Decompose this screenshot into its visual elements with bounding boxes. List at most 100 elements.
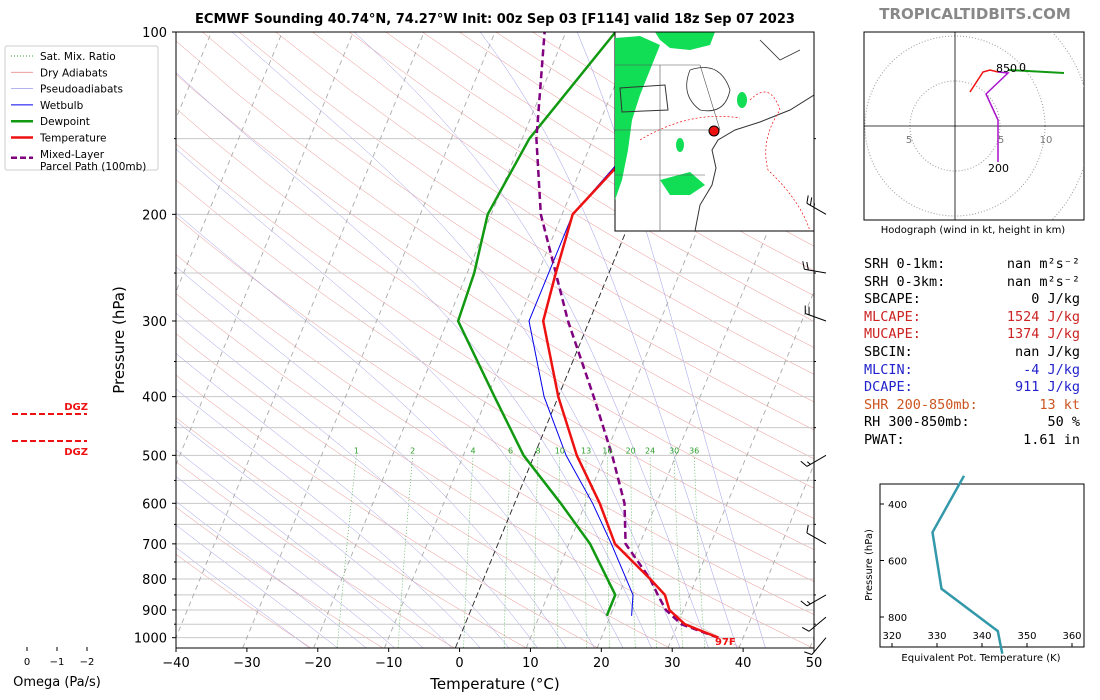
mixing-ratio-line [606, 455, 611, 648]
index-row: MLCIN: -4 J/kg [864, 362, 1094, 380]
mixing-ratio-label: 10 [555, 446, 565, 455]
index-label: SBCIN: [864, 343, 913, 360]
precip-area-west [615, 36, 660, 200]
mixing-ratio-label: 20 [626, 446, 636, 455]
index-value: 0 J/kg [1031, 291, 1080, 308]
theta-e-xtick: 320 [882, 631, 901, 642]
legend-label: Temperature [39, 133, 107, 145]
isotherm [667, 290, 814, 648]
dry-adiabat [176, 108, 814, 519]
legend-item: Wetbulb [11, 100, 84, 112]
index-row: MUCAPE: 1374 J/kg [864, 326, 1094, 344]
legend-label: Dry Adiabats [40, 67, 108, 79]
legend-label: Dewpoint [40, 116, 90, 128]
dry-adiabat [176, 417, 527, 648]
wind-barb [802, 261, 827, 274]
pseudoadiabat [176, 353, 510, 648]
index-value: 1374 J/kg [1006, 326, 1080, 343]
y-tick-label: 500 [142, 449, 167, 464]
index-label: DCAPE: [864, 379, 913, 396]
dry-adiabat [385, 32, 814, 297]
pseudoadiabat [176, 476, 396, 648]
mixing-ratio-line [336, 455, 357, 648]
dry-adiabat [176, 553, 312, 648]
wind-barb [806, 195, 827, 215]
mixing-ratio-label: 2 [410, 446, 415, 455]
pseudoadiabat [176, 72, 652, 648]
omega-tick: −1 [50, 657, 65, 668]
x-tick-label: 0 [455, 656, 463, 671]
mixing-ratio-label: 30 [669, 446, 679, 455]
state-border [615, 64, 721, 231]
mixing-ratio-label: 16 [602, 446, 612, 455]
chart-title: ECMWF Sounding 40.74°N, 74.27°W Init: 00… [195, 12, 795, 27]
legend-item: Temperature [11, 133, 107, 145]
dry-adiabat [275, 32, 814, 375]
precip-cell [676, 138, 684, 152]
pseudoadiabat [176, 212, 595, 648]
site-watermark: TROPICALTIDBITS.COM [879, 5, 1071, 23]
wind-barb [804, 305, 827, 322]
index-value: nan m²s⁻² [1006, 273, 1080, 290]
y-tick-label: 900 [142, 604, 167, 619]
wind-barb [800, 454, 827, 467]
index-row: SHR 200-850mb: 13 kt [864, 397, 1094, 415]
isotherm [242, 32, 496, 648]
x-tick-label: 30 [664, 656, 681, 671]
dry-adiabat [176, 216, 814, 615]
series-line-mixed-layer [535, 32, 719, 639]
location-marker [708, 125, 720, 137]
wind-barb [801, 616, 827, 632]
dgz-label-upper: DGZ [64, 402, 88, 413]
theta-e-xtick: 350 [1017, 631, 1036, 642]
mixing-ratio-label: 13 [581, 446, 591, 455]
y-tick-label: 200 [142, 208, 167, 223]
index-label: PWAT: [864, 431, 905, 448]
series-line-dewpoint [456, 32, 617, 617]
legend: Sat. Mix. Ratio Dry Adiabats Pseudoadiabat… [4, 45, 159, 173]
precip-area-north [655, 32, 715, 50]
theta-e-profile [931, 475, 1004, 654]
omega-tick: −2 [80, 657, 95, 668]
precip-area-south [660, 172, 705, 195]
pseudoadiabat [354, 32, 709, 648]
legend-label: Parcel Path (100mb) [40, 161, 146, 173]
isotherm [525, 32, 779, 648]
mixing-ratio-line [630, 455, 636, 648]
pseudoadiabat [176, 148, 624, 648]
wind-barb [804, 637, 827, 655]
y-tick-label: 300 [142, 315, 167, 330]
isotherm [384, 32, 638, 648]
index-label: SRH 0-1km: [864, 256, 946, 272]
x-tick-label: −40 [162, 656, 189, 671]
mixing-ratio-line [533, 455, 539, 648]
pseudoadiabat [231, 32, 681, 648]
theta-e-xtick: 360 [1062, 631, 1081, 642]
index-label: SBCAPE: [864, 291, 921, 308]
isotherm [596, 117, 814, 648]
hodo-trace-upper [1007, 69, 1065, 74]
index-label: MLCAPE: [864, 308, 921, 325]
y-tick-label: 100 [142, 26, 167, 41]
mixing-ratio-label: 36 [689, 446, 699, 455]
wind-barb [806, 524, 827, 545]
pseudoadiabat [176, 388, 481, 648]
hodo-caption: Hodograph (wind in kt, height in km) [881, 225, 1066, 236]
theta-e-panel: 320 330 340 350 360 400 600 800 Equivalent Pot.… [864, 475, 1085, 664]
index-row: SBCAPE: 0 J/kg [864, 291, 1094, 309]
index-label: SRH 0-3km: [864, 273, 946, 290]
legend-item: Dry Adiabats [11, 67, 108, 79]
pseudoadiabat [479, 32, 738, 648]
precip-cell [737, 92, 747, 108]
hodograph: 5 5 10 850 0 200 Hodograph (wind in kt, … [863, 31, 1085, 236]
dry-adiabat [176, 254, 814, 648]
mixing-ratio-line [585, 455, 587, 648]
mixing-ratio-label: 4 [471, 446, 476, 455]
legend-item: Pseudoadiabats [11, 84, 123, 96]
index-row: SRH 0-3km: nan m²s⁻² [864, 274, 1094, 292]
series-line-wetbulb [528, 32, 751, 616]
dry-adiabat [176, 179, 814, 582]
lake-outline [619, 84, 669, 113]
